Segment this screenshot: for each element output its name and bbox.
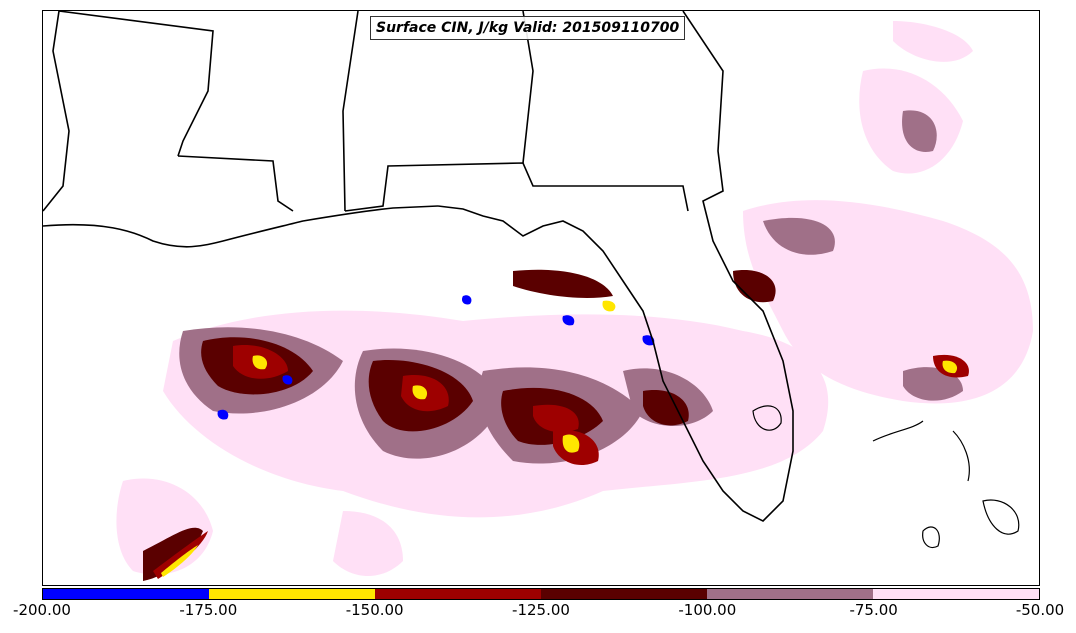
map-panel [42, 10, 1040, 586]
map-title: Surface CIN, J/kg Valid: 201509110700 [370, 16, 686, 40]
colorbar-segment [43, 589, 209, 599]
cin-map [43, 11, 1033, 581]
colorbar-tick-label: -125.00 [512, 601, 570, 619]
colorbar-tick-label: -150.00 [345, 601, 404, 619]
colorbar [42, 588, 1040, 600]
colorbar-segment [707, 589, 873, 599]
colorbar-segment [209, 589, 375, 599]
colorbar-tick-label: -175.00 [179, 601, 238, 619]
cin-field-pink [116, 21, 1033, 576]
colorbar-tick-label: -75.00 [849, 601, 898, 619]
colorbar-segment [873, 589, 1039, 599]
colorbar-tick-label: -200.00 [13, 601, 71, 619]
cin-field-yellow [161, 300, 958, 577]
islands [752, 405, 1020, 549]
state-boundaries [43, 11, 794, 522]
colorbar-segment [541, 589, 707, 599]
colorbar-segment [375, 589, 541, 599]
colorbar-tick-label: -100.00 [678, 601, 737, 619]
colorbar-tick-label: -50.00 [1015, 601, 1065, 619]
